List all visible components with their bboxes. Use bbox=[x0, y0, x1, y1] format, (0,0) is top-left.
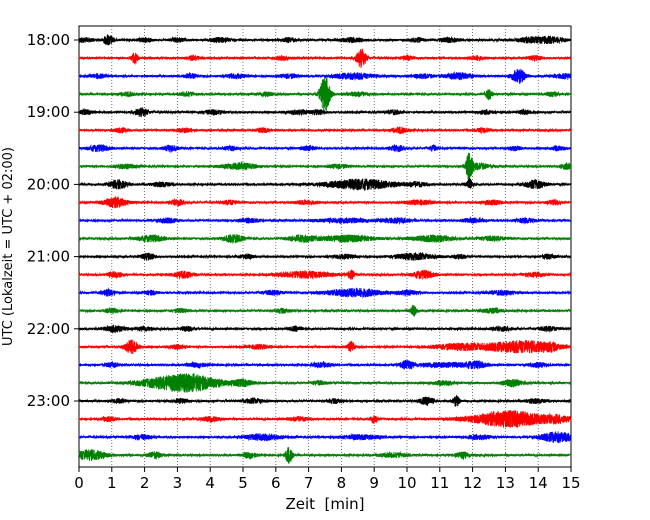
trace-line bbox=[78, 143, 572, 154]
trace-path bbox=[78, 215, 572, 226]
trace-line bbox=[78, 359, 572, 370]
trace-path bbox=[78, 34, 572, 46]
trace-line bbox=[78, 107, 572, 118]
trace-path bbox=[78, 177, 572, 191]
x-tick-label: 0 bbox=[74, 474, 84, 492]
trace-line bbox=[78, 177, 572, 191]
trace-line bbox=[78, 305, 572, 317]
x-tick-label: 14 bbox=[529, 474, 548, 492]
trace-line bbox=[78, 447, 572, 464]
trace-path bbox=[78, 48, 572, 68]
trace-path bbox=[78, 324, 572, 334]
trace-path bbox=[78, 126, 572, 135]
trace-path bbox=[78, 447, 572, 464]
trace-line bbox=[78, 195, 572, 209]
trace-path bbox=[78, 287, 572, 299]
x-tick-label: 5 bbox=[238, 474, 248, 492]
seismic-traces bbox=[78, 34, 572, 464]
y-axis-ticks: 18:00 19:00 20:00 21:00 22:00 23:00 bbox=[27, 31, 79, 410]
y-tick-label: 20:00 bbox=[27, 175, 70, 193]
plot-area bbox=[78, 25, 572, 468]
trace-line bbox=[78, 339, 572, 354]
x-tick-label: 3 bbox=[173, 474, 183, 492]
trace-path bbox=[78, 305, 572, 317]
trace-path bbox=[78, 152, 572, 182]
trace-line bbox=[78, 394, 572, 407]
x-tick-label: 13 bbox=[496, 474, 515, 492]
trace-path bbox=[78, 359, 572, 370]
x-tick-label: 10 bbox=[397, 474, 416, 492]
y-tick-label: 19:00 bbox=[27, 103, 70, 121]
x-axis-ticks: 0 1 2 3 4 5 6 7 8 9 10 11 12 13 14 15 bbox=[74, 467, 581, 492]
y-tick-label: 22:00 bbox=[27, 320, 70, 338]
trace-path bbox=[78, 394, 572, 407]
trace-line bbox=[78, 373, 572, 393]
trace-line bbox=[78, 215, 572, 226]
trace-path bbox=[78, 195, 572, 209]
trace-path bbox=[78, 233, 572, 244]
trace-path bbox=[78, 107, 572, 118]
y-tick-label: 23:00 bbox=[27, 392, 70, 410]
trace-line bbox=[78, 126, 572, 135]
x-tick-label: 9 bbox=[369, 474, 379, 492]
trace-path bbox=[78, 76, 572, 111]
trace-line bbox=[78, 34, 572, 46]
trace-path bbox=[78, 251, 572, 261]
x-tick-label: 11 bbox=[430, 474, 449, 492]
trace-line bbox=[78, 152, 572, 182]
x-tick-label: 7 bbox=[304, 474, 314, 492]
trace-path bbox=[78, 143, 572, 154]
trace-line bbox=[78, 233, 572, 244]
trace-line bbox=[78, 431, 572, 444]
trace-line bbox=[78, 410, 572, 428]
trace-path bbox=[78, 410, 572, 428]
trace-line bbox=[78, 269, 572, 280]
y-tick-label: 18:00 bbox=[27, 31, 70, 49]
trace-line bbox=[78, 287, 572, 299]
trace-path bbox=[78, 339, 572, 354]
trace-line bbox=[78, 48, 572, 68]
x-tick-label: 15 bbox=[561, 474, 580, 492]
x-tick-label: 8 bbox=[337, 474, 347, 492]
x-axis-label: Zeit [min] bbox=[285, 495, 364, 513]
trace-line bbox=[78, 251, 572, 261]
x-tick-label: 1 bbox=[107, 474, 117, 492]
x-tick-label: 2 bbox=[140, 474, 150, 492]
y-tick-label: 21:00 bbox=[27, 248, 70, 266]
x-tick-label: 6 bbox=[271, 474, 281, 492]
trace-line bbox=[78, 76, 572, 111]
trace-path bbox=[78, 431, 572, 444]
x-tick-label: 4 bbox=[205, 474, 215, 492]
trace-path bbox=[78, 373, 572, 393]
trace-line bbox=[78, 324, 572, 334]
trace-path bbox=[78, 269, 572, 280]
x-tick-label: 12 bbox=[463, 474, 482, 492]
y-axis-label: UTC (Lokalzeit = UTC + 02:00) bbox=[1, 147, 16, 346]
